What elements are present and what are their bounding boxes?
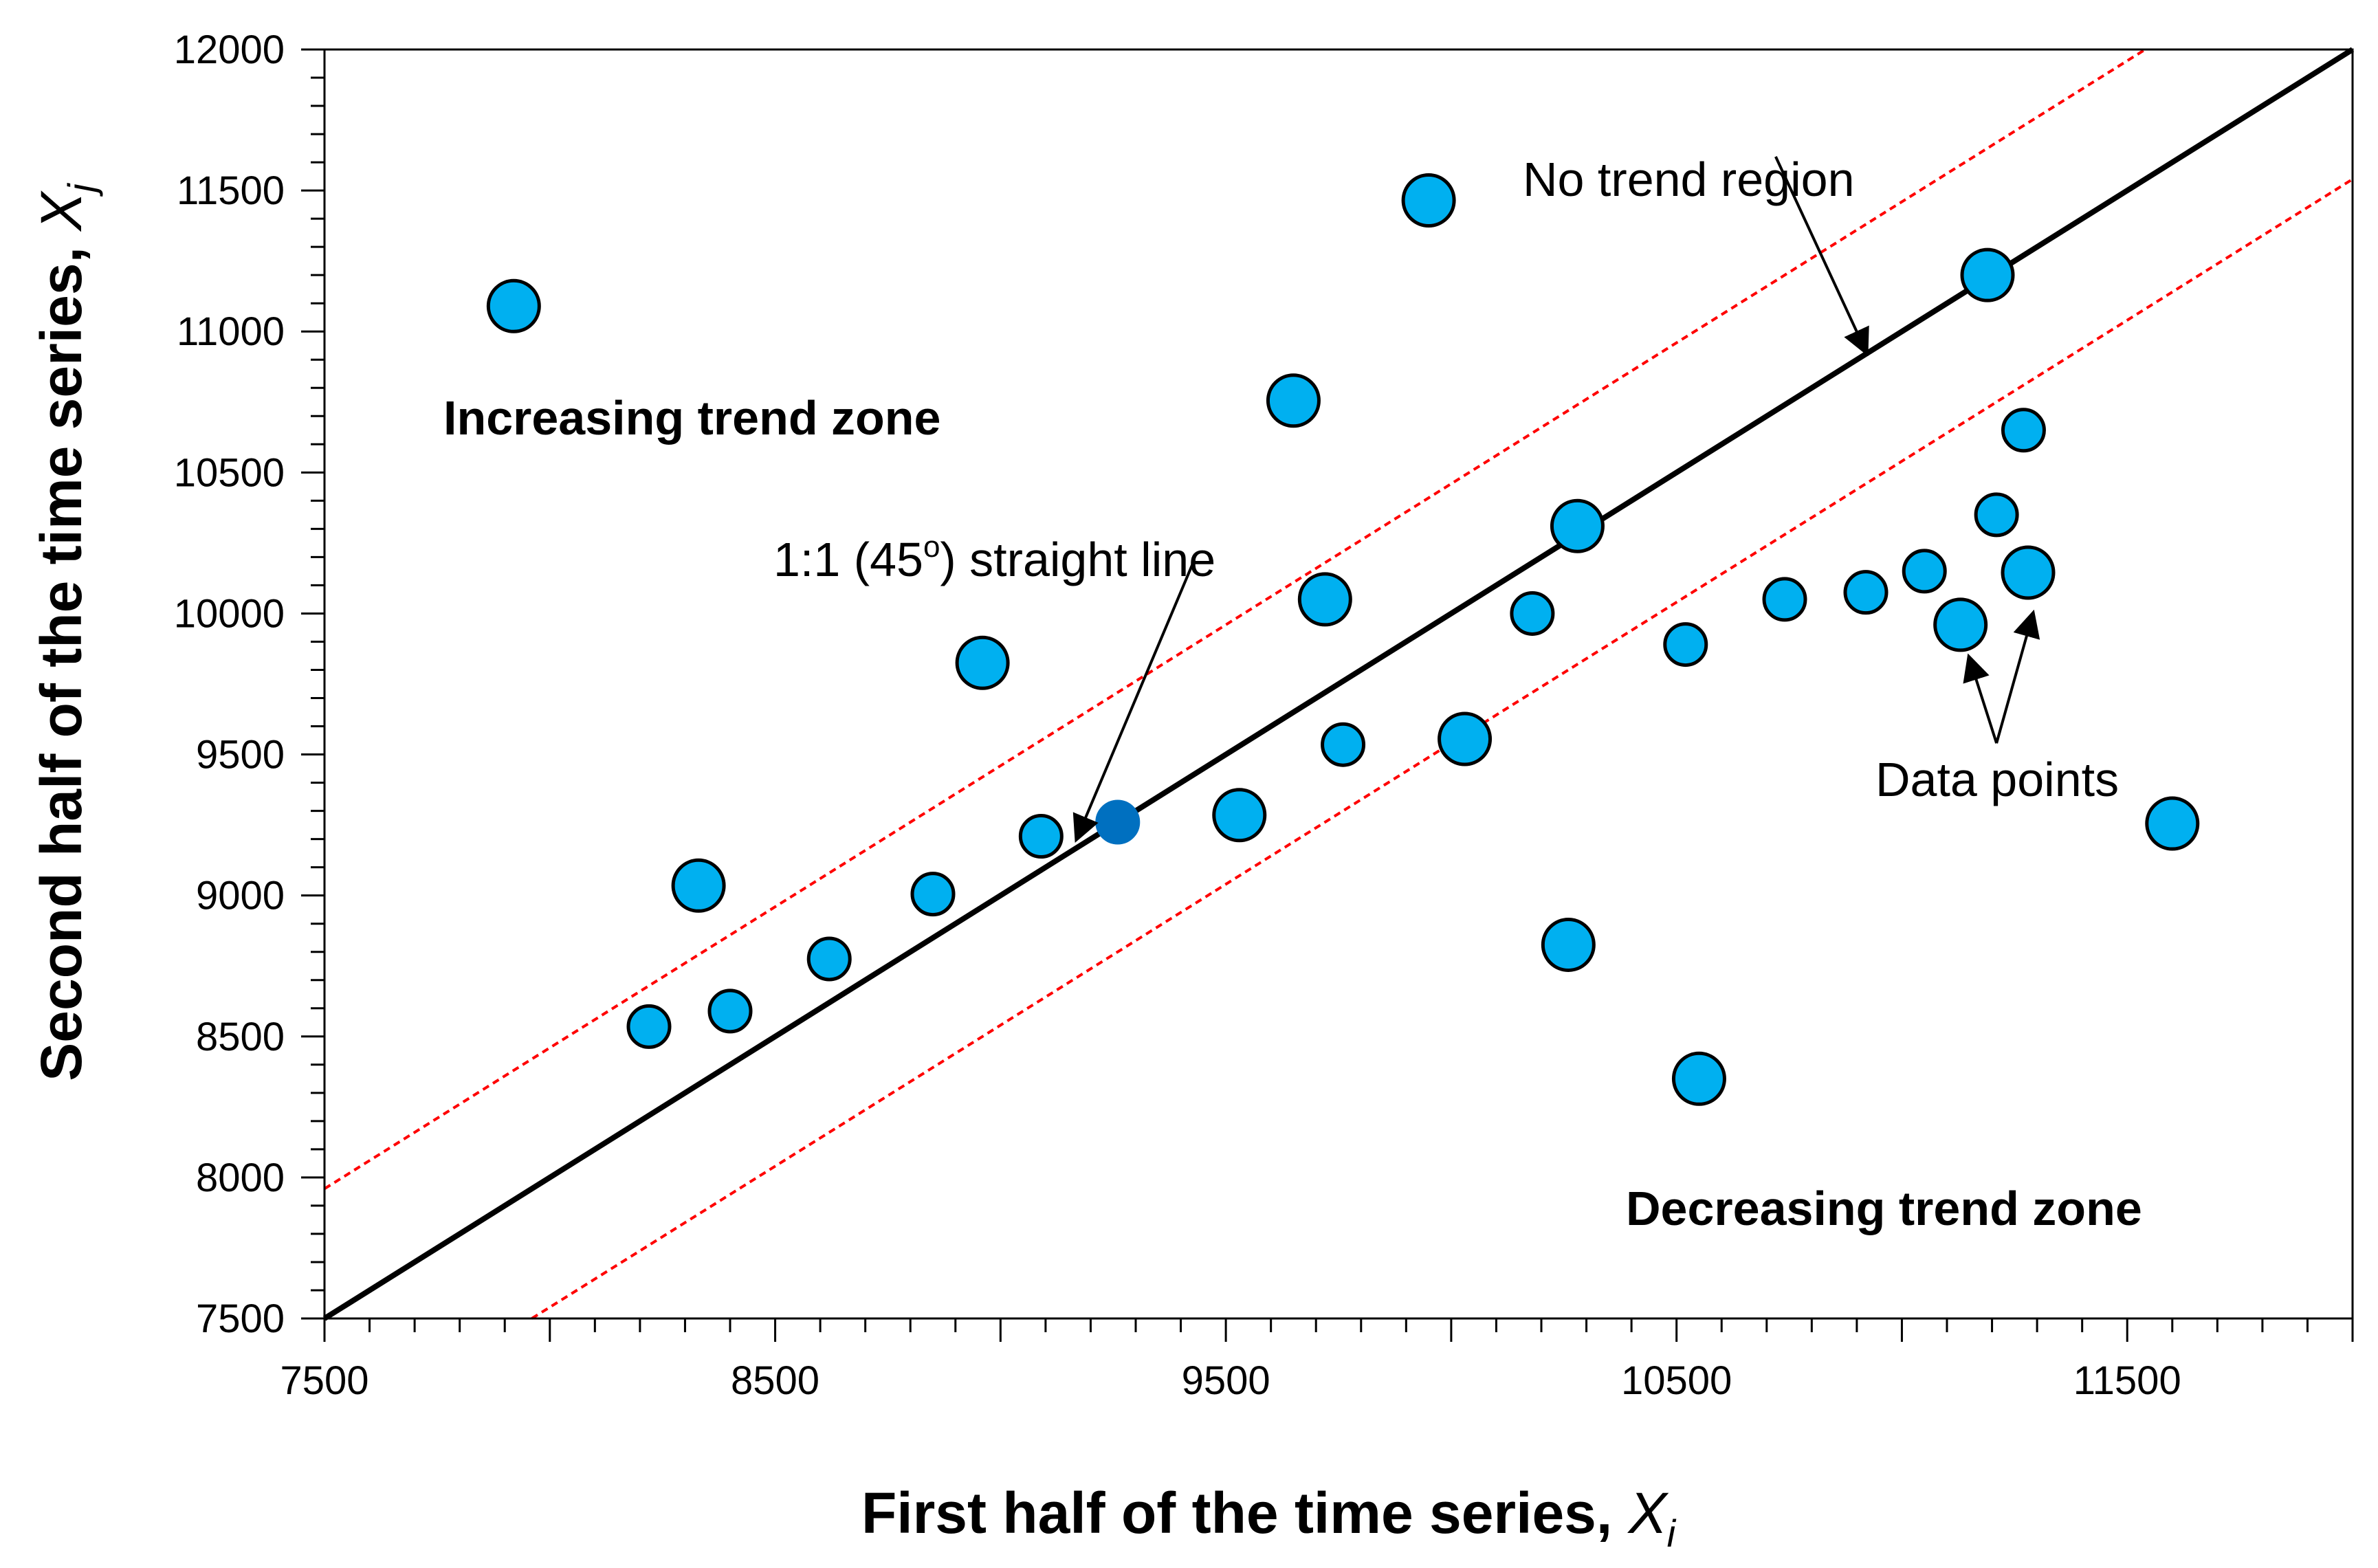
annotation-arrow xyxy=(1995,609,2040,744)
data-point xyxy=(1212,788,1267,843)
x-axis-title: First half of the time series, Xi xyxy=(861,1481,1677,1555)
data-point xyxy=(910,872,956,917)
x-tick-label: 8500 xyxy=(731,1358,819,1403)
x-axis-var-sub: i xyxy=(1667,1512,1677,1555)
data-point xyxy=(806,936,852,982)
data-point xyxy=(955,635,1010,690)
data-point xyxy=(1933,597,1988,652)
data-point xyxy=(1510,590,1555,636)
axis-ticks: 7500 8500 9500 10500 11500 7500 8000 8500 9000 95… xyxy=(174,27,2354,1403)
one-to-one-line xyxy=(322,47,2355,1321)
y-tick-label: 9500 xyxy=(196,733,285,777)
x-axis-var: X xyxy=(1627,1481,1669,1545)
plot-frame xyxy=(323,48,2354,1320)
data-point xyxy=(1663,622,1708,667)
y-tick-label: 11000 xyxy=(177,309,285,354)
data-point xyxy=(2001,408,2046,453)
data-point xyxy=(1671,1051,1726,1106)
data-point xyxy=(1266,373,1321,428)
annotation-arrow xyxy=(1963,653,1999,744)
straight-line-label-sup: o xyxy=(923,530,940,564)
y-tick-label: 10500 xyxy=(174,450,285,495)
data-point xyxy=(1438,711,1493,766)
data-point xyxy=(1321,722,1366,767)
lower-band-line xyxy=(531,178,2354,1320)
data-point xyxy=(626,1004,672,1049)
data-point xyxy=(1541,917,1596,972)
reference-lines xyxy=(322,47,2355,1321)
data-point xyxy=(1974,492,2019,538)
data-point xyxy=(1297,572,1352,627)
y-tick-label: 9000 xyxy=(196,874,285,918)
annotation-arrows xyxy=(1072,156,2040,843)
straight-line-label-suffix: ) straight line xyxy=(940,533,1215,586)
no-trend-label: No trend region xyxy=(1523,153,1855,206)
decreasing-trend-label: Decreasing trend zone xyxy=(1626,1182,2142,1235)
data-point xyxy=(2145,796,2200,851)
data-point xyxy=(486,278,541,333)
x-tick-label: 10500 xyxy=(1621,1358,1732,1403)
y-axis-var: X xyxy=(29,190,93,232)
data-point xyxy=(1902,549,1947,594)
x-tick-label: 7500 xyxy=(280,1358,368,1403)
annotation-arrow xyxy=(1774,156,1869,357)
x-tick-label: 11500 xyxy=(2073,1358,2181,1403)
data-points-label: Data points xyxy=(1875,753,2119,806)
upper-band-line xyxy=(323,48,2146,1190)
y-tick-label: 10000 xyxy=(174,591,285,636)
data-point xyxy=(1960,247,2015,302)
data-points xyxy=(486,173,2200,1106)
annotation-arrow xyxy=(1072,559,1196,843)
y-tick-label: 11500 xyxy=(177,168,285,213)
increasing-trend-label: Increasing trend zone xyxy=(443,391,940,445)
data-point xyxy=(1095,799,1141,845)
data-point xyxy=(1843,570,1889,615)
y-axis-title: Second half of the time series, Xj xyxy=(29,183,103,1081)
y-tick-label: 8500 xyxy=(196,1015,285,1059)
straight-line-label: 1:1 (45o) straight line xyxy=(773,530,1215,586)
x-tick-label: 9500 xyxy=(1182,1358,1270,1403)
y-axis-title-text: Second half of the time series, xyxy=(29,231,93,1081)
y-tick-label: 7500 xyxy=(196,1296,285,1341)
data-point xyxy=(1762,577,1807,622)
straight-line-label-prefix: 1:1 (45 xyxy=(773,533,923,586)
data-point xyxy=(1401,173,1456,228)
data-point xyxy=(671,858,726,913)
y-tick-label: 12000 xyxy=(174,27,285,72)
data-point xyxy=(707,989,753,1034)
data-point xyxy=(2001,545,2056,600)
x-axis-title-text: First half of the time series, xyxy=(861,1481,1629,1545)
data-point xyxy=(1550,498,1605,553)
data-point xyxy=(1018,814,1064,859)
y-tick-label: 8000 xyxy=(196,1156,285,1200)
